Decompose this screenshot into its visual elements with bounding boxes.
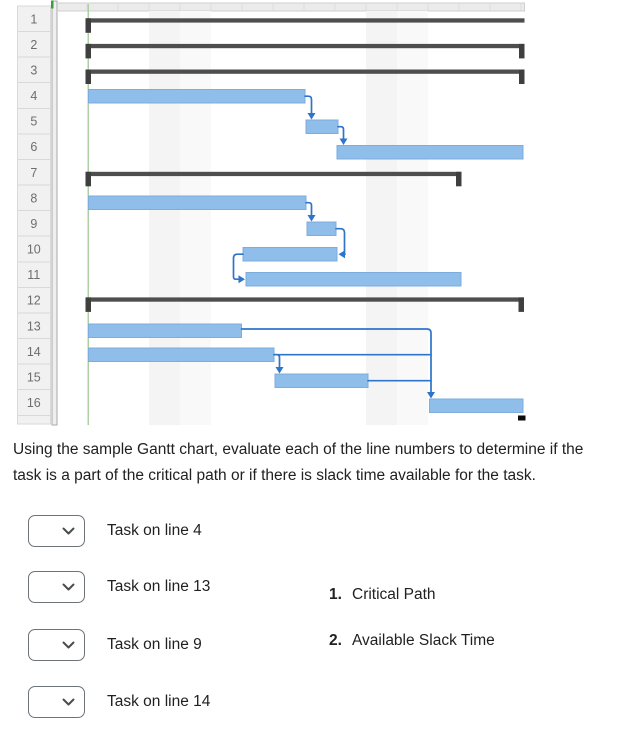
gantt-row-number: 11: [27, 268, 40, 282]
gantt-row-number: 7: [30, 166, 37, 180]
gantt-link-9-10-arrowhead: [338, 250, 345, 259]
gantt-resize-handle: [518, 415, 526, 421]
option-critical-path: 1. Critical Path: [329, 586, 436, 604]
gantt-link-14-15: [273, 353, 281, 369]
gantt-timescale: [57, 2, 525, 12]
gantt-weekend-stripe: [366, 11, 397, 425]
gantt-task-bar-row-11: [245, 272, 462, 287]
gantt-row-number-cell: [16, 184, 51, 212]
gantt-link-8-9-arrowhead: [307, 215, 316, 222]
gantt-row-number: 9: [30, 217, 37, 231]
gantt-row-number-cell: [16, 389, 51, 416]
gantt-row-number: 3: [30, 63, 37, 77]
gantt-task-bar-row-5: [305, 119, 339, 134]
question-text: Using the sample Gantt chart, evaluate e…: [13, 437, 619, 488]
gantt-row-number: 5: [30, 115, 37, 129]
gantt-summary-start-cap-row-7: [85, 171, 91, 187]
gantt-summary-start-cap-row-1: [85, 18, 91, 33]
dropdown-row-task-13: Task on line 13: [28, 571, 210, 603]
gantt-row-number-cell: [16, 5, 51, 33]
gantt-splitter: [51, 0, 58, 426]
gantt-row-number: 2: [30, 38, 37, 52]
gantt-row-number: 8: [30, 191, 37, 205]
gantt-start-line: [87, 4, 89, 425]
dropdown-row-task-4: Task on line 4: [28, 515, 202, 547]
gantt-row-number-cell: [16, 286, 51, 314]
gantt-summary-start-cap-row-2: [85, 43, 91, 59]
gantt-task-bar-row-15: [274, 373, 369, 388]
gantt-link-4-5-arrowhead: [307, 113, 316, 120]
gantt-link-4-5: [304, 95, 313, 115]
answer-select-task-13[interactable]: [28, 571, 85, 603]
dropdown-row-task-9: Task on line 9: [28, 629, 202, 661]
gantt-row-number-cell: [16, 235, 51, 263]
gantt-row-number: 16: [27, 396, 41, 410]
gantt-row-number: 6: [30, 140, 37, 154]
gantt-task-bar-row-6: [336, 145, 524, 160]
option-available-slack-time: 2. Available Slack Time: [329, 632, 495, 650]
gantt-row-number: 13: [27, 319, 41, 333]
gantt-link-8-9: [305, 201, 313, 217]
gantt-row-number-cell: [16, 338, 51, 365]
gantt-link-14-15-arrowhead: [275, 367, 284, 374]
gantt-summary-start-cap-row-3: [85, 69, 91, 84]
answer-select-task-14[interactable]: [28, 686, 85, 718]
gantt-link-5-6: [337, 125, 345, 141]
chevron-down-icon: [62, 527, 75, 535]
gantt-summary-end-cap-row-3: [519, 69, 525, 84]
option-number: 2.: [329, 632, 342, 649]
gantt-green-marker: [51, 0, 54, 9]
chevron-down-icon: [62, 641, 75, 649]
gantt-summary-bar-row-7: [86, 171, 462, 177]
gantt-task-bar-row-13: [88, 323, 242, 338]
answer-select-task-4[interactable]: [28, 515, 85, 547]
gantt-task-bar-row-14: [88, 347, 275, 362]
gantt-row-number: 4: [30, 89, 37, 103]
gantt-row-number-cell: [16, 82, 51, 109]
gantt-task-bar-row-9: [306, 221, 337, 236]
gantt-link-13-16-arrowhead: [427, 392, 435, 399]
gantt-row-number: 1: [30, 12, 37, 26]
gantt-task-bar-row-10: [242, 247, 338, 262]
gantt-row-number-cell-partial: [16, 414, 51, 425]
gantt-link-10-11: [232, 253, 244, 281]
gantt-link-13-16: [240, 328, 432, 394]
dropdown-label: Task on line 9: [107, 636, 202, 653]
question-line-1: Using the sample Gantt chart, evaluate e…: [13, 441, 584, 458]
gantt-row-number: 10: [27, 243, 41, 257]
option-number: 1.: [329, 586, 342, 603]
gantt-summary-end-cap-row-2: [519, 43, 525, 59]
gantt-summary-start-cap-row-12: [85, 297, 91, 312]
gantt-summary-end-cap-row-12: [518, 297, 524, 312]
gantt-summary-bar-row-12: [86, 297, 524, 302]
gantt-weekend-stripe: [397, 11, 428, 425]
gantt-row-number-cell: [16, 133, 51, 160]
gantt-chart-image: 1 2 3 4 5 6 7 8 9 10 11 12 13 14 15 16: [16, 0, 526, 426]
gantt-link-10-11-arrowhead: [238, 275, 245, 284]
gantt-summary-bar-row-2: [86, 43, 525, 49]
dropdown-label: Task on line 13: [107, 578, 211, 595]
gantt-task-bar-row-4: [88, 89, 306, 104]
gantt-task-bar-row-8: [88, 195, 307, 210]
option-label: Available Slack Time: [352, 632, 495, 649]
gantt-row-number: 15: [27, 370, 41, 384]
chevron-down-icon: [62, 698, 75, 706]
gantt-row-number: 14: [27, 345, 41, 359]
answer-select-task-9[interactable]: [28, 629, 85, 661]
chevron-down-icon: [62, 583, 75, 591]
gantt-task-bar-row-16: [429, 398, 524, 413]
gantt-row-number-cell: [16, 261, 51, 288]
gantt-summary-bar-row-1: [86, 18, 525, 23]
gantt-summary-bar-row-3: [86, 69, 525, 74]
gantt-row-number: 12: [27, 294, 41, 308]
question-line-2: task is a part of the critical path or i…: [13, 466, 536, 484]
gantt-link-5-6-arrowhead: [339, 138, 348, 145]
dropdown-label: Task on line 4: [107, 522, 202, 539]
dropdown-label: Task on line 14: [107, 693, 211, 710]
gantt-summary-end-cap-row-7: [456, 171, 462, 187]
option-label: Critical Path: [352, 586, 436, 603]
dropdown-row-task-14: Task on line 14: [28, 686, 210, 718]
